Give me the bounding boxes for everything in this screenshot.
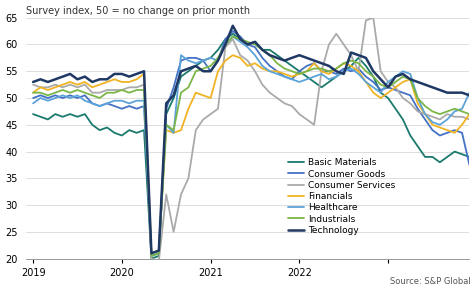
Industrials bbox=[149, 254, 154, 258]
Basic Materials bbox=[104, 126, 110, 129]
Basic Materials bbox=[319, 86, 324, 89]
Financials bbox=[141, 72, 147, 76]
Industrials bbox=[30, 91, 36, 95]
Financials bbox=[104, 80, 110, 84]
Technology bbox=[149, 251, 154, 255]
Industrials bbox=[163, 123, 169, 127]
Healthcare bbox=[466, 91, 472, 95]
Consumer Services bbox=[104, 88, 110, 92]
Healthcare bbox=[178, 53, 184, 57]
Basic Materials bbox=[230, 32, 236, 36]
Technology bbox=[186, 67, 191, 70]
Healthcare bbox=[186, 59, 191, 62]
Consumer Services bbox=[311, 123, 317, 127]
Technology bbox=[178, 70, 184, 73]
Financials bbox=[30, 91, 36, 95]
Consumer Goods bbox=[104, 102, 110, 105]
Basic Materials bbox=[163, 112, 169, 116]
Consumer Services bbox=[466, 118, 472, 121]
Technology bbox=[230, 24, 236, 27]
Industrials bbox=[104, 91, 110, 95]
Technology bbox=[163, 102, 169, 105]
Basic Materials bbox=[149, 257, 154, 260]
Consumer Goods bbox=[30, 96, 36, 100]
Financials bbox=[230, 53, 236, 57]
Industrials bbox=[230, 35, 236, 38]
Line: Financials: Financials bbox=[33, 55, 469, 253]
Consumer Goods bbox=[178, 59, 184, 62]
Consumer Goods bbox=[466, 163, 472, 167]
Healthcare bbox=[163, 123, 169, 127]
Consumer Services bbox=[156, 260, 162, 263]
Consumer Services bbox=[370, 16, 376, 19]
Financials bbox=[319, 70, 324, 73]
Consumer Goods bbox=[163, 107, 169, 110]
Line: Consumer Goods: Consumer Goods bbox=[33, 31, 469, 256]
Basic Materials bbox=[30, 112, 36, 116]
Line: Basic Materials: Basic Materials bbox=[33, 34, 469, 259]
Financials bbox=[178, 128, 184, 132]
Text: Source: S&P Global: Source: S&P Global bbox=[390, 277, 470, 286]
Healthcare bbox=[141, 99, 147, 102]
Financials bbox=[149, 251, 154, 255]
Consumer Services bbox=[141, 83, 147, 86]
Line: Technology: Technology bbox=[33, 26, 469, 253]
Industrials bbox=[319, 67, 324, 70]
Consumer Goods bbox=[319, 70, 324, 73]
Legend: Basic Materials, Consumer Goods, Consumer Services, Financials, Healthcare, Indu: Basic Materials, Consumer Goods, Consume… bbox=[287, 158, 396, 235]
Consumer Services bbox=[30, 83, 36, 86]
Industrials bbox=[178, 91, 184, 95]
Industrials bbox=[186, 86, 191, 89]
Basic Materials bbox=[141, 128, 147, 132]
Healthcare bbox=[30, 102, 36, 105]
Consumer Goods bbox=[230, 29, 236, 33]
Consumer Goods bbox=[141, 104, 147, 108]
Line: Industrials: Industrials bbox=[33, 36, 469, 256]
Technology bbox=[30, 80, 36, 84]
Financials bbox=[186, 107, 191, 110]
Industrials bbox=[466, 112, 472, 116]
Line: Consumer Services: Consumer Services bbox=[33, 18, 469, 261]
Basic Materials bbox=[186, 70, 191, 73]
Consumer Services bbox=[186, 177, 191, 180]
Technology bbox=[141, 70, 147, 73]
Healthcare bbox=[230, 35, 236, 38]
Technology bbox=[104, 77, 110, 81]
Basic Materials bbox=[178, 75, 184, 78]
Consumer Goods bbox=[186, 56, 191, 60]
Technology bbox=[466, 94, 472, 97]
Consumer Services bbox=[163, 193, 169, 196]
Technology bbox=[319, 62, 324, 65]
Consumer Services bbox=[178, 193, 184, 196]
Financials bbox=[163, 128, 169, 132]
Financials bbox=[466, 112, 472, 116]
Healthcare bbox=[104, 102, 110, 105]
Consumer Goods bbox=[149, 254, 154, 258]
Healthcare bbox=[319, 72, 324, 76]
Text: Survey index, 50 = no change on prior month: Survey index, 50 = no change on prior mo… bbox=[26, 5, 250, 16]
Healthcare bbox=[149, 251, 154, 255]
Industrials bbox=[141, 88, 147, 92]
Basic Materials bbox=[466, 155, 472, 159]
Line: Healthcare: Healthcare bbox=[33, 36, 469, 253]
